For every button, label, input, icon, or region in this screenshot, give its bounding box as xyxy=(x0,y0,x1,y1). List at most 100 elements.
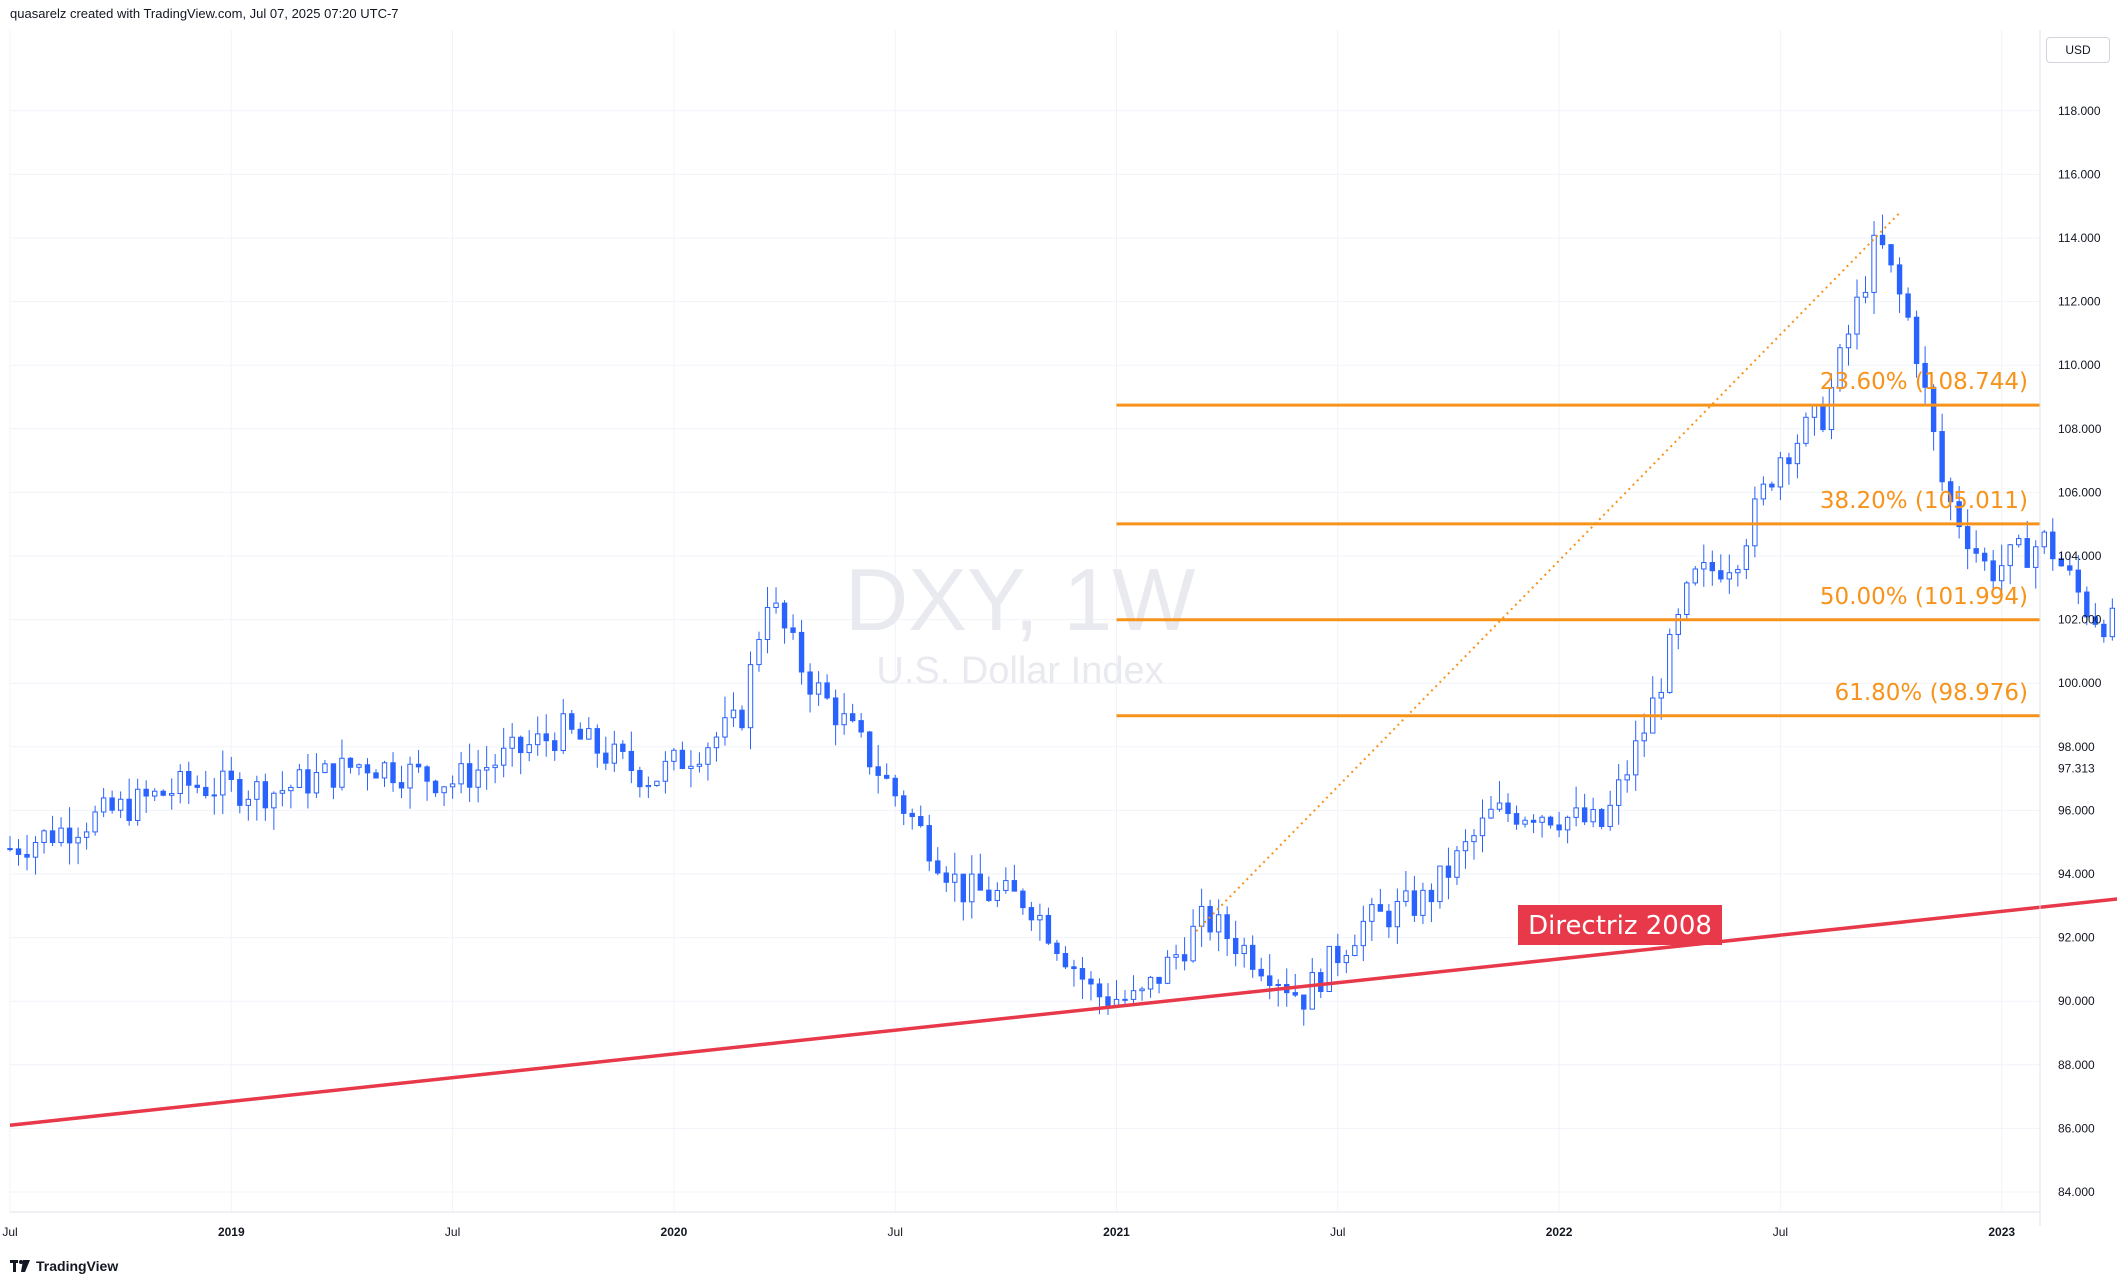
tradingview-logo[interactable]: TradingView xyxy=(10,1258,118,1274)
y-tick-label: 94.000 xyxy=(2058,867,2095,881)
candle-body xyxy=(756,638,762,666)
candle-body xyxy=(952,873,958,883)
candle-body xyxy=(1624,774,1630,781)
candle-body xyxy=(1990,560,1996,582)
support-trendline[interactable] xyxy=(9,721,2117,1127)
candle-body xyxy=(543,733,549,742)
candle-body xyxy=(1369,904,1375,922)
candle-body xyxy=(49,830,56,844)
candle-body xyxy=(918,816,924,827)
candle-body xyxy=(1190,925,1196,962)
candle-body xyxy=(1420,889,1426,916)
candle-body xyxy=(186,770,192,786)
candle-body xyxy=(117,798,124,811)
candle-body xyxy=(935,860,941,874)
candle-body xyxy=(1743,545,1750,570)
candle-body xyxy=(1692,568,1698,584)
candle-body xyxy=(1505,802,1511,815)
candle-body xyxy=(211,794,217,797)
candle-body xyxy=(1590,809,1596,823)
candle-body xyxy=(1488,808,1494,819)
watermark-symbol: DXY, 1W xyxy=(845,550,1196,649)
candle-body xyxy=(432,780,439,794)
candle-body xyxy=(1130,990,1137,1000)
candle-body xyxy=(483,767,490,771)
candle-body xyxy=(1267,975,1273,986)
candle-body xyxy=(1411,890,1418,916)
candle-body xyxy=(169,793,175,796)
candle-body xyxy=(66,827,73,844)
candle-body xyxy=(92,811,98,833)
candle-body xyxy=(679,749,686,769)
candle-body xyxy=(645,784,652,788)
candle-body xyxy=(203,786,209,797)
candle-body xyxy=(841,713,847,726)
y-tick-label: 100.000 xyxy=(2058,676,2102,690)
candle-body xyxy=(798,631,805,673)
candle-body xyxy=(1607,804,1613,827)
candle-body xyxy=(1428,889,1435,903)
candle-body xyxy=(2016,538,2022,546)
candle-body xyxy=(1879,234,1886,246)
candle-body xyxy=(560,713,566,751)
candle-body xyxy=(1735,568,1741,574)
chart-header: quasarelz created with TradingView.com, … xyxy=(10,6,399,21)
candle-body xyxy=(262,781,269,809)
candle-body xyxy=(458,763,464,785)
candle-body xyxy=(986,889,992,901)
candle-body xyxy=(730,709,737,719)
candle-body xyxy=(296,769,303,788)
candle-body xyxy=(356,764,362,768)
candle-body xyxy=(1956,501,1962,528)
candle-body xyxy=(713,736,720,749)
last-price-label: 97.313 xyxy=(2058,762,2095,776)
candle-body xyxy=(1275,984,1281,987)
fib-level-label: 23.60% (108.744) xyxy=(1820,369,2028,395)
candle-body xyxy=(313,772,320,794)
candle-body xyxy=(671,749,677,762)
candle-body xyxy=(858,720,864,733)
trendline-label: Directriz 2008 xyxy=(1528,911,1712,941)
candle-body xyxy=(815,682,822,695)
currency-button[interactable]: USD xyxy=(2046,37,2110,63)
x-tick-label: Jul xyxy=(1330,1225,1345,1239)
candle-body xyxy=(1471,835,1477,843)
candle-body xyxy=(1871,234,1877,293)
x-tick-label: 2021 xyxy=(1103,1225,1130,1239)
candle-body xyxy=(24,853,30,858)
candle-body xyxy=(696,763,703,767)
candle-body xyxy=(2041,531,2047,548)
candle-body xyxy=(773,602,779,608)
candle-body xyxy=(1854,296,1860,335)
y-tick-label: 98.000 xyxy=(2058,740,2095,754)
candle-body xyxy=(586,728,592,740)
x-tick-label: Jul xyxy=(2,1225,17,1239)
candle-body xyxy=(1156,976,1162,984)
y-tick-label: 90.000 xyxy=(2058,994,2095,1008)
candle-body xyxy=(722,717,728,738)
candle-body xyxy=(2024,538,2030,568)
candle-body xyxy=(1181,954,1188,962)
candle-body xyxy=(1403,890,1409,902)
candle-body xyxy=(194,784,200,788)
candle-body xyxy=(1088,978,1094,985)
candle-body xyxy=(1896,264,1903,295)
plot-area xyxy=(10,30,2040,1226)
candle-body xyxy=(1786,457,1792,465)
candle-body xyxy=(1760,483,1767,500)
candle-body xyxy=(2092,616,2099,625)
candle-body xyxy=(1318,972,1324,993)
candle-body xyxy=(2067,565,2073,571)
candle-body xyxy=(449,783,456,788)
candle-body xyxy=(151,790,158,797)
trendline-label-box[interactable] xyxy=(1518,905,1722,945)
candle-body xyxy=(1437,865,1443,903)
candle-body xyxy=(1224,914,1230,939)
candle-body xyxy=(1207,905,1213,933)
candle-body xyxy=(177,770,183,795)
x-tick-label: 2022 xyxy=(1546,1225,1573,1239)
candle-body xyxy=(611,743,618,764)
candle-body xyxy=(245,798,252,806)
candle-body xyxy=(305,769,311,794)
